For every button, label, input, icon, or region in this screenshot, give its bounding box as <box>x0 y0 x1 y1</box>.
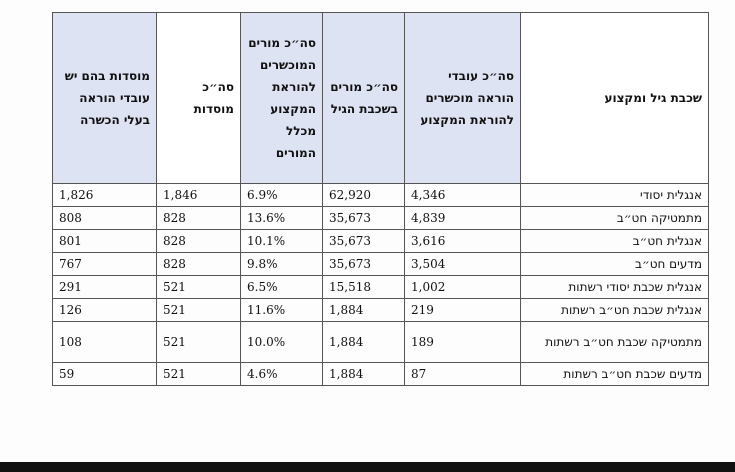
cell-pct-trained: 10.0% <box>240 321 323 363</box>
cell-total-institutions: 1,846 <box>156 183 241 207</box>
table-row: 767 828 9.8% 35,673 3,504 מדעים חט״ב <box>52 252 709 276</box>
data-table: מוסדות בהם יש עובדי הוראה בעלי הכשרה סה״… <box>52 12 709 386</box>
cell-pct-trained: 10.1% <box>240 229 323 253</box>
cell-trained-staff: 4,346 <box>404 183 521 207</box>
cell-pct-trained: 9.8% <box>240 252 323 276</box>
cell-teachers-in-grade: 1,884 <box>322 362 405 386</box>
cell-teachers-in-grade: 35,673 <box>322 229 405 253</box>
cell-teachers-in-grade: 35,673 <box>322 252 405 276</box>
cell-pct-trained: 11.6% <box>240 298 323 322</box>
cell-grade-subject: מתמטיקה שכבת חט״ב רשתות <box>520 321 709 363</box>
cell-trained-staff: 3,616 <box>404 229 521 253</box>
header-row: מוסדות בהם יש עובדי הוראה בעלי הכשרה סה״… <box>52 12 709 184</box>
cell-institutions-with-trained: 108 <box>52 321 157 363</box>
header-grade-subject: שכבת גיל ומקצוע <box>520 12 709 184</box>
table-row: 1,826 1,846 6.9% 62,920 4,346 אנגלית יסו… <box>52 183 709 207</box>
cell-pct-trained: 6.9% <box>240 183 323 207</box>
cell-total-institutions: 521 <box>156 362 241 386</box>
cell-institutions-with-trained: 801 <box>52 229 157 253</box>
cell-teachers-in-grade: 62,920 <box>322 183 405 207</box>
cell-total-institutions: 521 <box>156 298 241 322</box>
cell-trained-staff: 1,002 <box>404 275 521 299</box>
table-row: 291 521 6.5% 15,518 1,002 אנגלית שכבת יס… <box>52 275 709 299</box>
cell-grade-subject: אנגלית חט״ב <box>520 229 709 253</box>
cell-total-institutions: 521 <box>156 275 241 299</box>
cell-institutions-with-trained: 59 <box>52 362 157 386</box>
cell-institutions-with-trained: 808 <box>52 206 157 230</box>
cell-teachers-in-grade: 1,884 <box>322 298 405 322</box>
cell-pct-trained: 13.6% <box>240 206 323 230</box>
header-teachers-in-grade: סה״כ מורים בשכבת הגיל <box>322 12 405 184</box>
table-row: 108 521 10.0% 1,884 189 מתמטיקה שכבת חט״… <box>52 321 709 363</box>
header-institutions-with-trained: מוסדות בהם יש עובדי הוראה בעלי הכשרה <box>52 12 157 184</box>
cell-institutions-with-trained: 767 <box>52 252 157 276</box>
bottom-edge-bar <box>0 462 735 472</box>
cell-teachers-in-grade: 15,518 <box>322 275 405 299</box>
header-total-institutions: סה״כ מוסדות <box>156 12 241 184</box>
cell-pct-trained: 4.6% <box>240 362 323 386</box>
table-row: 801 828 10.1% 35,673 3,616 אנגלית חט״ב <box>52 229 709 253</box>
table-row: 126 521 11.6% 1,884 219 אנגלית שכבת חט״ב… <box>52 298 709 322</box>
cell-institutions-with-trained: 1,826 <box>52 183 157 207</box>
cell-grade-subject: אנגלית שכבת חט״ב רשתות <box>520 298 709 322</box>
cell-trained-staff: 3,504 <box>404 252 521 276</box>
cell-grade-subject: אנגלית שכבת יסודי רשתות <box>520 275 709 299</box>
cell-total-institutions: 521 <box>156 321 241 363</box>
header-trained-staff: סה״כ עובדי הוראה מוכשרים להוראת המקצוע <box>404 12 521 184</box>
cell-trained-staff: 189 <box>404 321 521 363</box>
table-row: 808 828 13.6% 35,673 4,839 מתמטיקה חט״ב <box>52 206 709 230</box>
cell-trained-staff: 4,839 <box>404 206 521 230</box>
cell-trained-staff: 87 <box>404 362 521 386</box>
cell-total-institutions: 828 <box>156 229 241 253</box>
header-pct-trained: סה״כ מורים המוכשרים להוראת המקצוע מכלל ה… <box>240 12 323 184</box>
cell-total-institutions: 828 <box>156 206 241 230</box>
cell-grade-subject: מדעים חט״ב <box>520 252 709 276</box>
cell-grade-subject: מתמטיקה חט״ב <box>520 206 709 230</box>
cell-teachers-in-grade: 35,673 <box>322 206 405 230</box>
cell-institutions-with-trained: 291 <box>52 275 157 299</box>
cell-pct-trained: 6.5% <box>240 275 323 299</box>
cell-grade-subject: אנגלית יסודי <box>520 183 709 207</box>
cell-institutions-with-trained: 126 <box>52 298 157 322</box>
table-row: 59 521 4.6% 1,884 87 מדעים שכבת חט״ב רשת… <box>52 362 709 386</box>
cell-total-institutions: 828 <box>156 252 241 276</box>
cell-teachers-in-grade: 1,884 <box>322 321 405 363</box>
cell-trained-staff: 219 <box>404 298 521 322</box>
cell-grade-subject: מדעים שכבת חט״ב רשתות <box>520 362 709 386</box>
